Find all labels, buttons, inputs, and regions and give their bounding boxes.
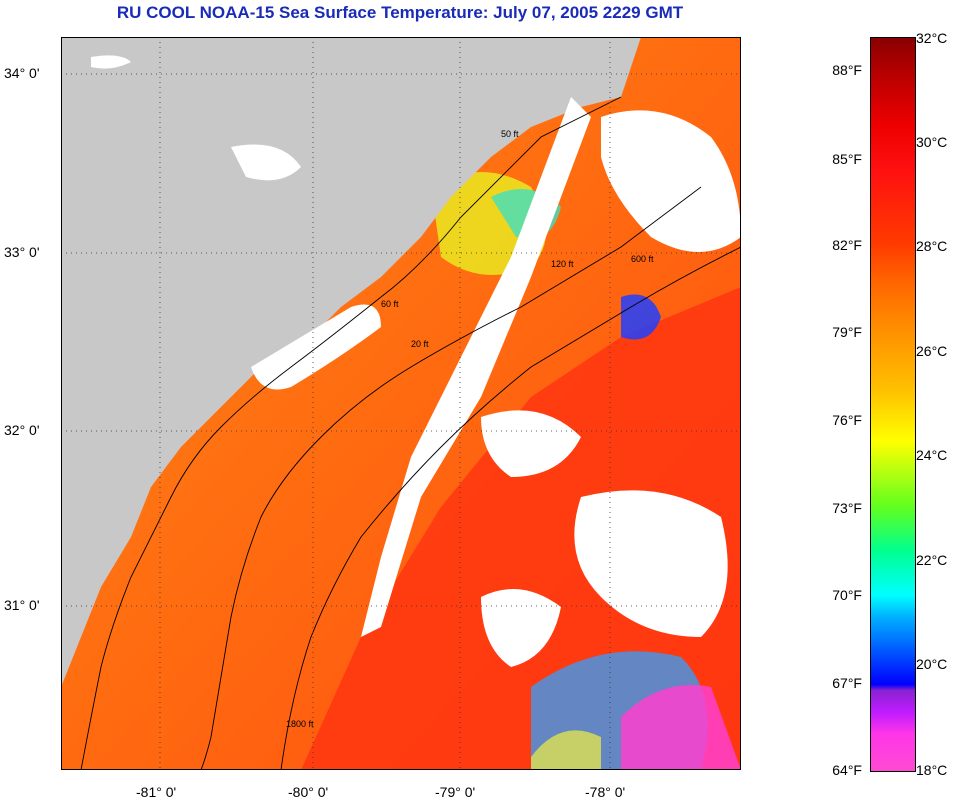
lon-label-78: -78° 0' <box>585 784 626 800</box>
cloud-patch-nw <box>91 55 131 69</box>
graticule <box>61 37 741 770</box>
gulf-stream-warm-core <box>301 287 741 770</box>
isobath-label-60ft: 60 ft <box>381 299 399 309</box>
colorbar-f-64: 64°F <box>832 762 862 778</box>
cloud-patch-west <box>231 144 301 181</box>
isobath-label-20ft: 20 ft <box>411 339 429 349</box>
sst-map[interactable]: 50 ft 120 ft 600 ft 60 ft 20 ft 1800 ft <box>61 37 741 770</box>
isobath-label-600ft: 600 ft <box>631 254 654 264</box>
lat-label-31: 31° 0' <box>4 597 40 613</box>
cloud-cluster-se <box>574 490 728 637</box>
cloud-band-diagonal <box>361 97 591 637</box>
colorbar-c-22: 22°C <box>916 552 948 568</box>
colorbar-f-82: 82°F <box>832 237 862 253</box>
colorbar-c-30: 30°C <box>916 134 948 150</box>
cool-patch-blue <box>621 294 661 340</box>
lat-label-32: 32° 0' <box>4 422 40 438</box>
lon-label-81: -81° 0' <box>136 784 177 800</box>
map-frame <box>61 37 741 770</box>
cloud-cluster-mid <box>481 410 581 477</box>
colorbar-f-88: 88°F <box>832 62 862 78</box>
isobath-120ft <box>200 186 702 770</box>
colorbar-f-70: 70°F <box>832 587 862 603</box>
colorbar-c-26: 26°C <box>916 343 948 359</box>
isobath-label-1800ft: 1800 ft <box>286 719 314 729</box>
cool-patch-yellow-south <box>531 730 601 770</box>
isobath-50ft <box>80 96 622 770</box>
colorbar-c-20: 20°C <box>916 656 948 672</box>
colorbar-f-73: 73°F <box>832 500 862 516</box>
cloud-band-coastal <box>251 304 381 390</box>
colorbar-c-18: 18°C <box>916 762 948 778</box>
lat-label-34: 34° 0' <box>4 65 40 81</box>
colorbar-f-85: 85°F <box>832 151 862 167</box>
isobath-label-120ft: 120 ft <box>551 259 574 269</box>
colorbar-f-76: 76°F <box>832 412 862 428</box>
isobath-600ft <box>280 246 741 770</box>
land-mass <box>61 37 641 687</box>
colorbar-c-24: 24°C <box>916 447 948 463</box>
cloud-cluster-south <box>481 589 561 667</box>
colorbar-c-32: 32°C <box>916 30 948 46</box>
lon-label-80: -80° 0' <box>288 784 329 800</box>
colorbar-f-79: 79°F <box>832 324 862 340</box>
temperature-colorbar <box>870 37 916 772</box>
cloud-cluster-east <box>601 110 741 252</box>
lat-label-33: 33° 0' <box>4 244 40 260</box>
colorbar-f-67: 67°F <box>832 675 862 691</box>
colorbar-c-28: 28°C <box>916 238 948 254</box>
cool-patch-magenta <box>621 685 741 770</box>
isobath-label-50ft: 50 ft <box>501 129 519 139</box>
map-title: RU COOL NOAA-15 Sea Surface Temperature:… <box>116 3 684 22</box>
sst-map-graphic: 50 ft 120 ft 600 ft 60 ft 20 ft 1800 ft <box>61 37 741 770</box>
lon-label-79: -79° 0' <box>435 784 476 800</box>
